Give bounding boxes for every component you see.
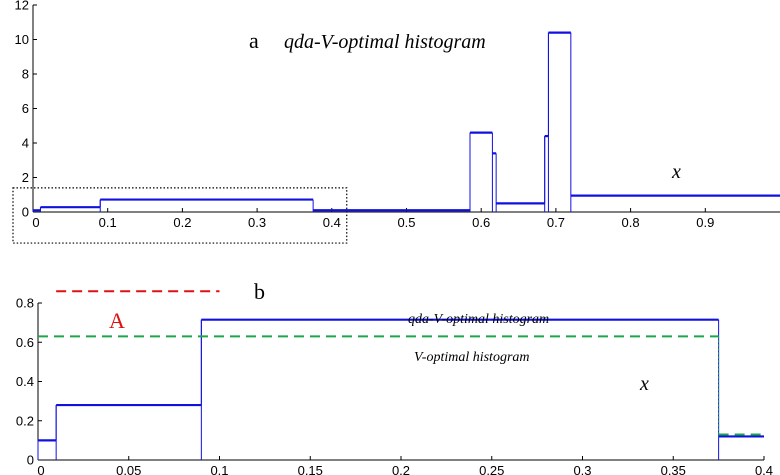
panel-b-qda-label: qda-V-optimal histogram — [408, 312, 549, 327]
panel-b-x-tick-label: 0.35 — [661, 463, 686, 475]
panel-a-y-tick-label: 6 — [22, 101, 29, 116]
panel-b-y-tick-label: 0.6 — [16, 335, 34, 350]
panel-b: 0 0.2 0.4 0.6 0.8 0 0.05 0.1 0.15 0.2 0.25 0.3 0.35 0… — [16, 279, 773, 475]
panel-b-x-tick-label: 0.1 — [210, 463, 228, 475]
panel-a-x-tick-label: 0.8 — [622, 215, 640, 230]
panel-a-x-tick-label: 0 — [32, 215, 39, 230]
panel-a-x-tick-label: 0.5 — [397, 215, 415, 230]
panel-b-series — [37, 290, 764, 460]
panel-b-y-tick-label: 0.4 — [16, 374, 34, 389]
panel-b-x-tick-label: 0 — [37, 463, 44, 475]
panel-a-ticks: 0 2 4 6 8 10 12 0 0.1 0.2 0.3 0.4 0.5 0.6 0.7 0.8 0.9 — [12, 0, 780, 244]
panel-b-v-optimal-label: V-optimal histogram — [414, 350, 530, 365]
panel-a-x-annotation: x — [671, 161, 681, 183]
panel-a-x-tick-label: 0.1 — [99, 215, 117, 230]
panel-a-y-tick-label: 4 — [22, 136, 29, 151]
panel-a-x-tick-label: 0.3 — [248, 215, 266, 230]
panel-b-x-tick-label: 0.15 — [298, 463, 323, 475]
panel-a-y-tick-label: 10 — [15, 32, 29, 47]
panel-a-x-tick-label: 0.2 — [173, 215, 191, 230]
panel-a-x-tick-label: 0.6 — [472, 215, 490, 230]
panel-a-y-tick-label: 0 — [22, 205, 29, 220]
panel-b-y-tick-label: 0.2 — [16, 413, 34, 428]
panel-b-x-tick-label: 0.3 — [573, 463, 591, 475]
panel-b-y-tick-label: 0 — [27, 453, 34, 468]
panel-b-x-tick-label: 0.05 — [116, 463, 141, 475]
panel-a-x-tick-label: 0.4 — [323, 215, 341, 230]
panel-b-x-tick-label: 0.2 — [392, 463, 410, 475]
panel-a-title: qda-V-optimal histogram — [284, 31, 486, 53]
panel-b-ticks: 0 0.2 0.4 0.6 0.8 0 0.05 0.1 0.15 0.2 0.25 0.3 0.35 0… — [16, 296, 773, 475]
panel-a-x-tick-label: 0.7 — [547, 215, 565, 230]
panel-b-x-tick-label: 0.25 — [479, 463, 504, 475]
panel-b-y-tick-label: 0.8 — [16, 296, 34, 311]
panel-a-series — [32, 31, 780, 212]
panel-a-selection-box — [12, 187, 348, 244]
panel-b-marker-a-label: A — [109, 308, 125, 333]
panel-a-x-tick-label: 0.9 — [696, 215, 714, 230]
panel-a-letter: a — [249, 28, 259, 53]
panel-a-y-tick-label: 8 — [22, 67, 29, 82]
panel-a-y-tick-label: 2 — [22, 170, 29, 185]
panel-a-y-tick-label: 12 — [15, 0, 29, 13]
panel-b-letter: b — [254, 279, 265, 304]
panel-b-x-annotation: x — [639, 373, 649, 395]
panel-b-x-tick-label: 0.4 — [755, 463, 773, 475]
